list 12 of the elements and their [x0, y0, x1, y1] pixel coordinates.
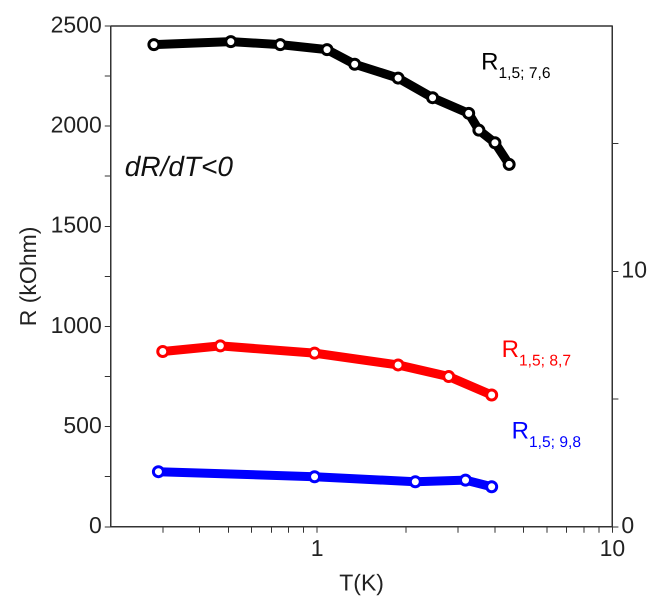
x-axis-title: T(K) [339, 570, 384, 596]
y-tick-label: 1000 [50, 312, 102, 338]
y-axis-title: R (kOhm) [15, 226, 42, 326]
annotation: dR/dT<0 [124, 151, 234, 182]
y2-tick-label: 0 [621, 512, 634, 538]
y-tick-label: 2000 [50, 112, 102, 138]
y-tick-label: 2500 [50, 11, 102, 38]
y-tick-label: 0 [88, 512, 102, 538]
y-tick-label: 1500 [50, 212, 102, 238]
y-tick-label: 500 [63, 412, 102, 438]
x-tick-label: 1 [310, 534, 324, 561]
y2-tick-label: 10 [621, 256, 648, 283]
